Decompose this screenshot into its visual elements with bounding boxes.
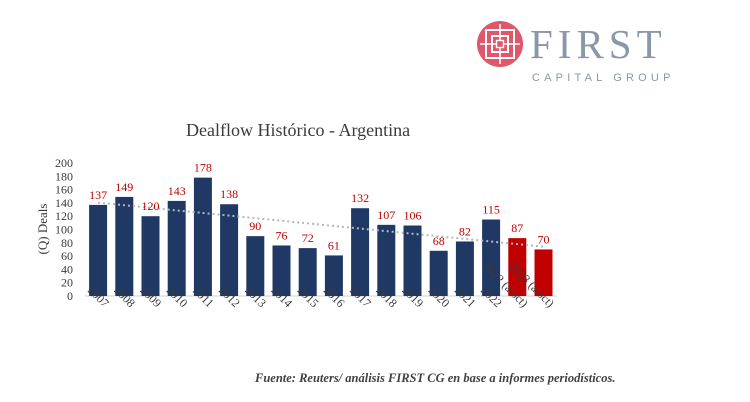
y-axis-label: (Q) Deals xyxy=(35,204,50,255)
bar xyxy=(482,219,501,296)
x-tick-label: 2013 xyxy=(242,283,269,310)
chart-title: Dealflow Histórico - Argentina xyxy=(186,120,411,140)
x-tick-label: 2021 xyxy=(452,283,479,310)
data-label: 178 xyxy=(194,161,212,175)
x-tick-label: 2009 xyxy=(137,283,164,310)
y-tick-label: 100 xyxy=(55,223,73,237)
first-capital-seal-icon xyxy=(477,21,523,67)
x-tick-label: 2020 xyxy=(426,283,453,310)
data-label: 138 xyxy=(220,187,238,201)
data-label: 143 xyxy=(168,184,186,198)
data-label: 72 xyxy=(302,231,314,245)
x-tick-label: 2019 xyxy=(399,283,426,310)
y-tick-label: 120 xyxy=(55,209,73,223)
bar xyxy=(115,196,134,296)
bar xyxy=(298,248,317,296)
data-label: 107 xyxy=(377,208,395,222)
source-note: Fuente: Reuters/ análisis FIRST CG en ba… xyxy=(255,371,616,385)
data-label: 115 xyxy=(482,203,500,217)
trendline-group xyxy=(98,201,544,248)
x-tick-label: 2015 xyxy=(295,283,322,310)
brand-subtitle: CAPITAL GROUP xyxy=(532,72,675,84)
bar xyxy=(429,250,448,296)
bar xyxy=(534,249,553,296)
x-tick-label: 2012 xyxy=(216,283,243,310)
y-tick-label: 20 xyxy=(61,276,73,290)
bar xyxy=(89,204,108,296)
x-tick-label: 2010 xyxy=(164,283,191,310)
bar xyxy=(403,225,422,296)
bar xyxy=(324,255,343,296)
bar xyxy=(141,216,160,296)
data-label: 82 xyxy=(459,224,471,238)
bar xyxy=(167,200,186,296)
x-tick-label: 2017 xyxy=(347,283,374,310)
y-tick-label: 80 xyxy=(61,236,73,250)
data-labels: 137 149 120 143 178 138 90 76 72 61 132 107 106 68 82 1… xyxy=(89,161,549,253)
y-tick-label: 160 xyxy=(55,183,73,197)
data-label: 149 xyxy=(115,180,133,194)
bar xyxy=(455,241,474,296)
data-label: 70 xyxy=(538,232,550,246)
y-tick-label: 200 xyxy=(55,156,73,170)
x-tick-label: 2018 xyxy=(373,283,400,310)
y-tick-label: 140 xyxy=(55,196,73,210)
y-tick-label: 180 xyxy=(55,169,73,183)
data-label: 120 xyxy=(142,199,160,213)
x-tick-label: 2014 xyxy=(268,283,295,310)
logo xyxy=(477,21,523,67)
bar xyxy=(351,208,370,296)
data-label: 106 xyxy=(404,209,422,223)
trendline xyxy=(98,201,544,248)
bar xyxy=(508,238,527,296)
bars xyxy=(89,177,553,296)
bar xyxy=(246,236,265,296)
y-tick-label: 40 xyxy=(61,262,73,276)
x-tick-label: 2008 xyxy=(111,283,138,310)
x-tick-label: 2007 xyxy=(85,283,112,310)
y-tick-label: 0 xyxy=(67,289,73,303)
bar xyxy=(220,204,239,296)
brand-name: FIRST xyxy=(530,21,667,67)
bar xyxy=(272,245,291,296)
data-label: 137 xyxy=(89,188,107,202)
bar xyxy=(193,177,212,296)
data-label: 132 xyxy=(351,191,369,205)
data-label: 76 xyxy=(276,228,288,242)
data-label: 68 xyxy=(433,234,445,248)
data-label: 90 xyxy=(249,219,261,233)
x-tick-label: 2016 xyxy=(321,283,348,310)
data-label: 61 xyxy=(328,238,340,252)
bar xyxy=(377,224,396,296)
data-label: 87 xyxy=(511,221,523,235)
y-tick-label: 60 xyxy=(61,249,73,263)
